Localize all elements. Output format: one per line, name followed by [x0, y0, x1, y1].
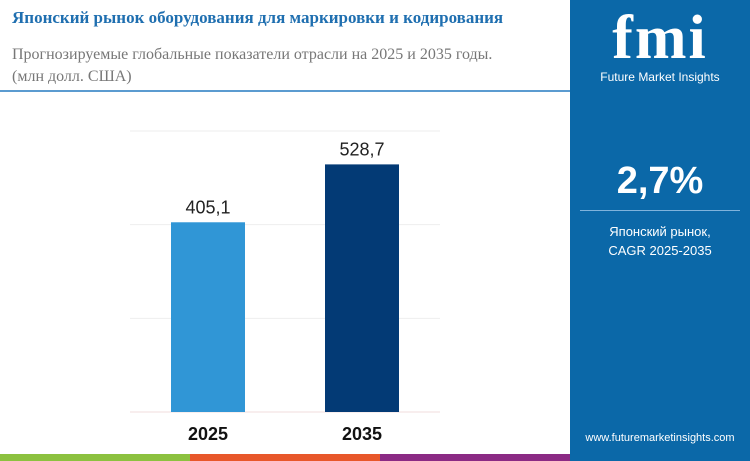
color-strip-green: [0, 454, 190, 461]
bar-2035: [325, 164, 399, 412]
data-label: 528,7: [339, 139, 384, 159]
x-tick-label: 2025: [188, 424, 228, 444]
divider: [0, 90, 570, 92]
cagr-value: 2,7%: [616, 160, 704, 202]
page-subtitle: Прогнозируемые глобальные показатели отр…: [12, 44, 562, 88]
logo-subtitle: Future Market Insights: [600, 70, 720, 84]
page-title: Японский рынок оборудования для маркиров…: [12, 8, 504, 27]
bar-chart: 405,1 2025 528,7 2035: [130, 130, 440, 444]
subtitle-text: Прогнозируемые глобальные показатели отр…: [12, 46, 493, 63]
color-strip-orange: [190, 454, 380, 461]
color-strip-purple: [380, 454, 570, 461]
x-tick-label: 2035: [342, 424, 382, 444]
unit-text: (млн долл. США): [12, 68, 132, 85]
sidebar-panel: fmi Future Market Insights 2,7% Японский…: [570, 0, 750, 461]
data-label: 405,1: [185, 197, 230, 217]
website-link[interactable]: www.futuremarketinsights.com: [585, 432, 735, 444]
cagr-label: Японский рынок, CAGR 2025-2035: [570, 222, 750, 260]
cagr-label-line-1: Японский рынок,: [609, 224, 711, 239]
cagr-label-line-2: CAGR 2025-2035: [608, 243, 712, 258]
bar-2025: [171, 222, 245, 412]
divider: [580, 210, 740, 211]
fmi-logo: fmi: [612, 4, 708, 72]
